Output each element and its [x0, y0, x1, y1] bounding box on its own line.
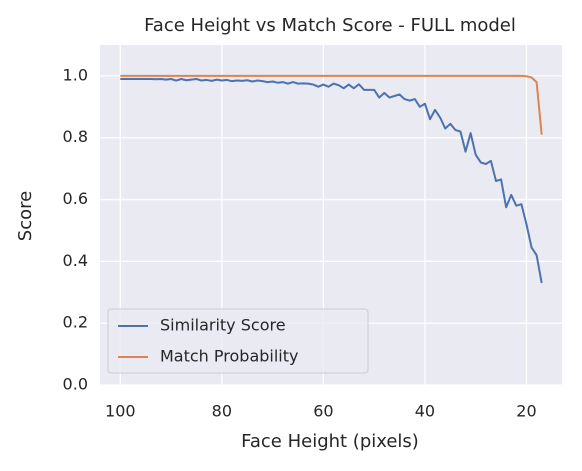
y-tick-label: 0.0 [63, 375, 88, 394]
x-tick-label: 20 [516, 402, 536, 421]
y-axis-label: Score [15, 191, 36, 241]
x-tick-label: 60 [313, 402, 333, 421]
x-axis-label: Face Height (pixels) [241, 431, 419, 452]
legend-label: Match Probability [160, 347, 298, 366]
x-tick-label: 100 [105, 402, 136, 421]
data-line [120, 74, 543, 135]
y-tick-label: 0.2 [63, 313, 88, 332]
chart-title: Face Height vs Match Score - FULL model [144, 15, 516, 36]
legend-box [107, 308, 369, 374]
x-tick-label: 40 [415, 402, 435, 421]
y-tick-label: 1.0 [63, 65, 88, 84]
legend: Similarity Score Match Probability [107, 308, 369, 374]
data-line [120, 78, 543, 284]
y-tick-label: 0.6 [63, 189, 88, 208]
y-tick-label: 0.4 [63, 251, 88, 270]
x-tick-label: 80 [212, 402, 232, 421]
legend-label: Similarity Score [160, 316, 286, 335]
y-tick-label: 0.8 [63, 127, 88, 146]
